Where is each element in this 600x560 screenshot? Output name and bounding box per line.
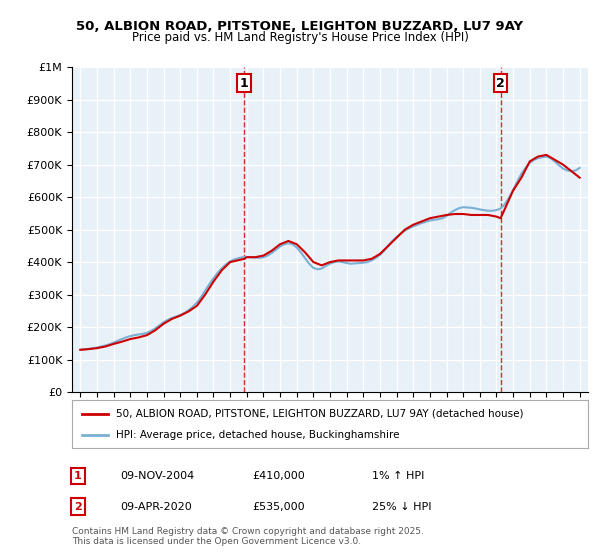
Text: Price paid vs. HM Land Registry's House Price Index (HPI): Price paid vs. HM Land Registry's House … (131, 31, 469, 44)
Text: 1: 1 (240, 77, 248, 90)
Text: 25% ↓ HPI: 25% ↓ HPI (372, 502, 431, 512)
Text: 1: 1 (74, 471, 82, 481)
Text: 50, ALBION ROAD, PITSTONE, LEIGHTON BUZZARD, LU7 9AY (detached house): 50, ALBION ROAD, PITSTONE, LEIGHTON BUZZ… (116, 409, 523, 419)
Text: 1% ↑ HPI: 1% ↑ HPI (372, 471, 424, 481)
Text: Contains HM Land Registry data © Crown copyright and database right 2025.
This d: Contains HM Land Registry data © Crown c… (72, 526, 424, 546)
Text: 2: 2 (496, 77, 505, 90)
Text: 50, ALBION ROAD, PITSTONE, LEIGHTON BUZZARD, LU7 9AY: 50, ALBION ROAD, PITSTONE, LEIGHTON BUZZ… (76, 20, 524, 32)
Text: £410,000: £410,000 (252, 471, 305, 481)
Text: HPI: Average price, detached house, Buckinghamshire: HPI: Average price, detached house, Buck… (116, 430, 400, 440)
Text: 09-NOV-2004: 09-NOV-2004 (120, 471, 194, 481)
Text: 2: 2 (74, 502, 82, 512)
Text: £535,000: £535,000 (252, 502, 305, 512)
Text: 09-APR-2020: 09-APR-2020 (120, 502, 192, 512)
